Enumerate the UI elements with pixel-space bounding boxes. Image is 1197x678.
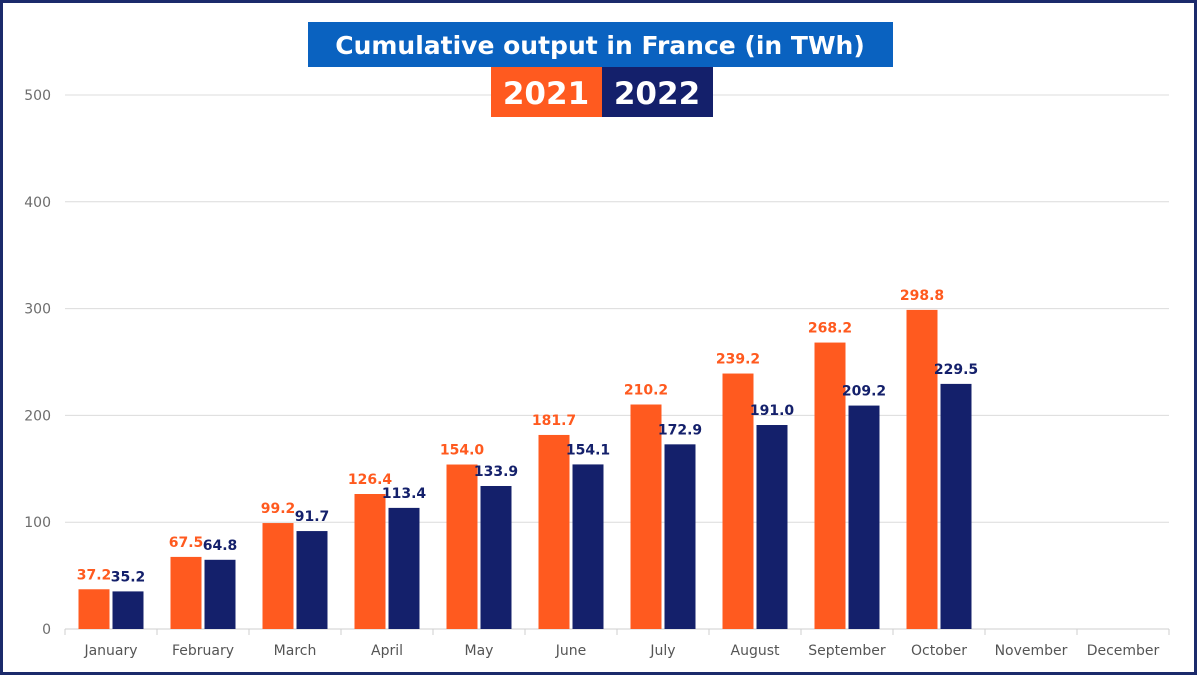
x-tick-label: November [995,643,1068,659]
x-tick-label: January [83,643,137,659]
bar-2021-september [814,342,846,629]
data-label: 191.0 [750,403,795,419]
x-axis: January February March April May June July Augu… [64,629,1170,659]
data-label: 91.7 [295,509,330,525]
data-label: 35.2 [111,569,146,585]
x-tick-label: June [555,643,587,659]
data-label: 126.4 [348,472,393,488]
y-tick-label: 0 [42,622,51,638]
data-label: 154.1 [566,442,610,458]
data-label: 268.2 [808,321,852,337]
bar-2022-july [664,444,696,629]
bar-2022-march [296,531,328,629]
y-tick-label: 100 [24,515,51,531]
x-tick-label: July [649,643,675,659]
bar-2021-february [170,556,202,629]
legend-2022-box [602,67,713,117]
data-label: 64.8 [203,538,238,554]
bar-2021-october [906,309,938,629]
data-label: 210.2 [624,383,668,399]
data-label: 113.4 [382,486,427,502]
data-label: 239.2 [716,352,760,368]
bar-2022-october [940,383,972,629]
data-label: 99.2 [261,501,296,517]
x-tick-label: April [371,643,403,659]
bar-2021-july [630,404,662,629]
legend-2021-label: 2021 [503,76,589,112]
y-tick-label: 300 [24,302,51,318]
legend-2022-label: 2022 [614,76,700,112]
bar-2022-june [572,464,604,629]
y-tick-label: 500 [24,88,51,104]
chart-title: Cumulative output in France (in TWh) [335,31,865,60]
bar-chart: 0 100 200 300 400 500 January February March Apr… [24,22,1170,659]
bar-2022-april [388,507,420,629]
x-tick-label: May [465,643,494,659]
bar-2021-june [538,434,570,629]
data-label: 181.7 [532,413,576,429]
data-label: 229.5 [934,362,978,378]
y-axis: 0 100 200 300 400 500 [24,88,51,638]
legend-2021-box [491,67,602,117]
bar-2021-april [354,494,386,629]
bar-2022-may [480,485,512,629]
bar-2022-february [204,559,236,629]
bar-2021-january [78,589,110,629]
data-label: 298.8 [900,288,944,304]
bar-2021-august [722,373,754,629]
data-label: 67.5 [169,535,204,551]
x-tick-label: October [911,643,967,659]
data-label: 37.2 [77,567,112,583]
data-label: 209.2 [842,384,886,400]
chart-header: Cumulative output in France (in TWh) 202… [308,22,893,117]
y-tick-label: 400 [24,195,51,211]
x-tick-label: September [808,643,886,659]
data-label: 154.0 [440,443,485,459]
x-tick-label: August [731,643,781,659]
title-background [308,22,893,67]
bar-2021-march [262,523,294,629]
x-tick-label: February [172,643,234,659]
y-tick-label: 200 [24,408,51,424]
data-label: 172.9 [658,422,702,438]
x-tick-label: December [1087,643,1160,659]
bars [78,309,972,629]
bar-2022-september [848,405,880,629]
bar-2022-january [112,591,144,629]
data-label: 133.9 [474,464,518,480]
x-tick-label: March [274,643,317,659]
bar-2022-august [756,425,788,629]
bar-2021-may [446,464,478,629]
